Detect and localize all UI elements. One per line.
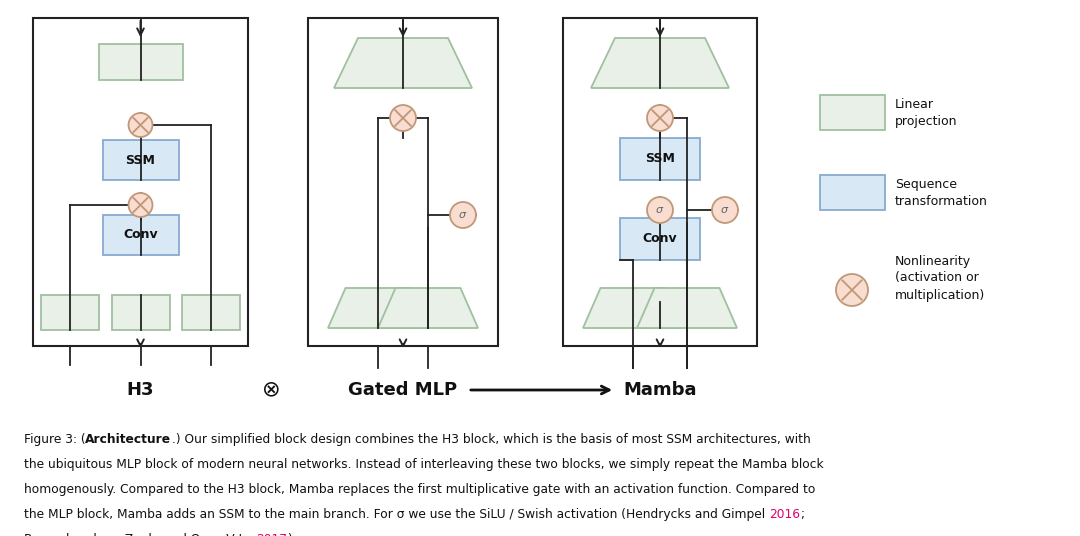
Text: SSM: SSM [125,153,156,167]
Bar [41,295,99,330]
Text: Mamba: Mamba [623,381,697,399]
Text: .) Our simplified block design combines the H3 block, which is the basis of most: .) Our simplified block design combines … [172,433,810,445]
Circle shape [129,193,152,217]
Circle shape [390,105,416,131]
Polygon shape [637,288,737,328]
Text: 2016: 2016 [769,508,800,521]
Text: Ramachandran, Zoph, and Quoc V Le: Ramachandran, Zoph, and Quoc V Le [24,533,256,536]
Polygon shape [378,288,478,328]
Circle shape [129,113,152,137]
Bar [820,175,885,210]
Bar [111,295,170,330]
Bar [820,95,885,130]
Text: Architecture: Architecture [85,433,172,445]
Circle shape [712,197,738,223]
Text: H3: H3 [126,381,154,399]
Text: 2017: 2017 [256,533,287,536]
Text: Conv: Conv [123,228,158,242]
Text: Conv: Conv [643,233,677,245]
Circle shape [647,197,673,223]
Text: Sequence
transformation: Sequence transformation [895,178,988,208]
Text: $\sigma$: $\sigma$ [720,205,730,215]
Bar [33,18,248,346]
Bar [103,140,178,180]
Circle shape [450,202,476,228]
Text: $\sigma$: $\sigma$ [656,205,664,215]
Text: homogenously. Compared to the H3 block, Mamba replaces the first multiplicative : homogenously. Compared to the H3 block, … [24,483,815,496]
Text: $\otimes$: $\otimes$ [260,380,280,400]
Circle shape [647,105,673,131]
Bar [103,215,178,255]
Text: the ubiquitous MLP block of modern neural networks. Instead of interleaving thes: the ubiquitous MLP block of modern neura… [24,458,823,471]
Text: Gated MLP: Gated MLP [349,381,458,399]
Polygon shape [583,288,683,328]
Polygon shape [328,288,428,328]
Bar [308,18,498,346]
Text: the MLP block, Mamba adds an SSM to the main branch. For σ we use the SiLU / Swi: the MLP block, Mamba adds an SSM to the … [24,508,769,521]
Bar [98,44,183,80]
Bar [563,18,757,346]
Text: ).: ). [287,533,296,536]
Text: Linear
projection: Linear projection [895,98,958,128]
Text: SSM: SSM [645,153,675,166]
Text: ;: ; [800,508,804,521]
Circle shape [836,274,868,306]
Text: Nonlinearity
(activation or
multiplication): Nonlinearity (activation or multiplicati… [895,255,985,301]
Bar [183,295,240,330]
Bar [620,218,700,260]
Text: Figure 3: (: Figure 3: ( [24,433,85,445]
Polygon shape [334,38,472,88]
Polygon shape [591,38,729,88]
Text: $\sigma$: $\sigma$ [458,210,468,220]
Bar [620,138,700,180]
